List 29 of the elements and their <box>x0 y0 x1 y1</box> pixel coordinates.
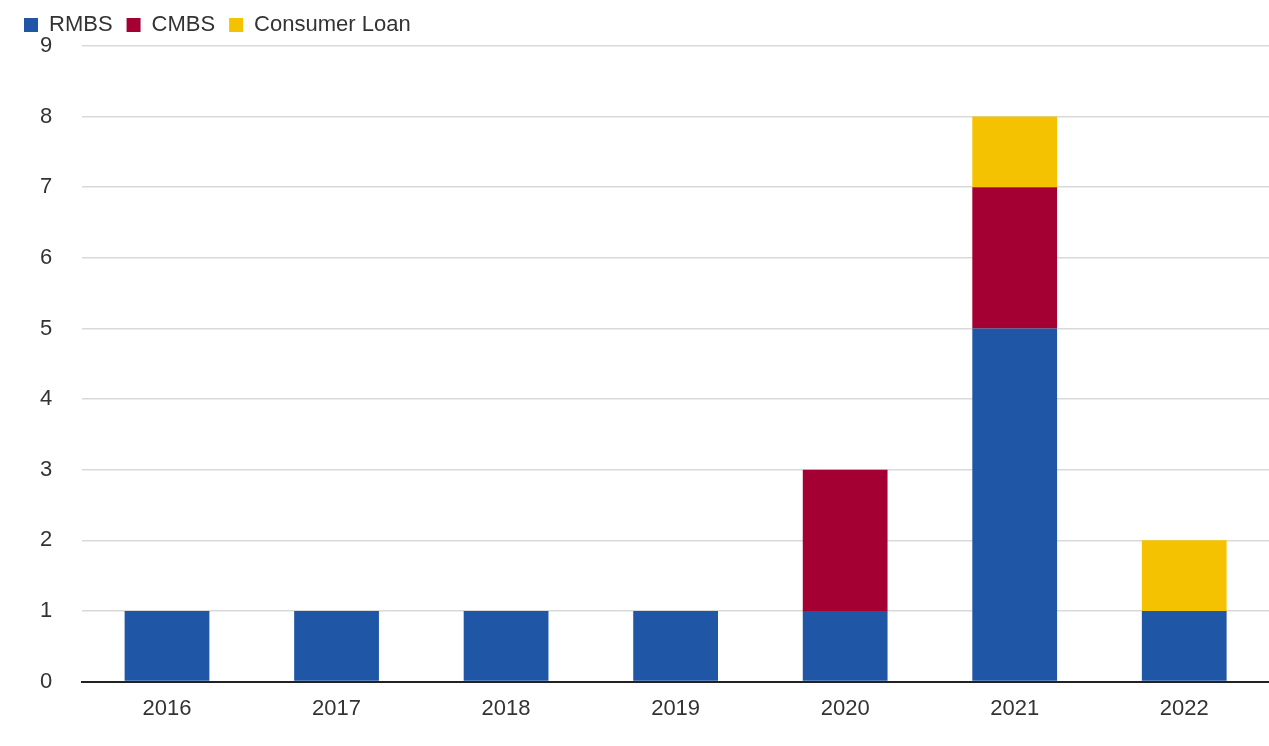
bar <box>1141 610 1227 681</box>
x-tick-label: 2022 <box>1159 694 1209 720</box>
x-tick-label: 2016 <box>142 694 192 720</box>
y-tick-label: 4 <box>39 385 53 411</box>
x-tick-label: 2018 <box>481 694 531 720</box>
y-tick-label: 0 <box>39 667 53 693</box>
y-tick-label: 5 <box>39 314 53 340</box>
y-tick-label: 1 <box>39 597 53 623</box>
y-tick-label: 6 <box>39 243 53 269</box>
x-tick-label: 2020 <box>820 694 870 720</box>
x-tick-label: 2021 <box>990 694 1040 720</box>
bar <box>1141 540 1227 611</box>
bar <box>294 610 379 681</box>
x-tick-label: 2017 <box>312 694 362 720</box>
legend-label: CMBS <box>151 11 216 37</box>
bar <box>124 610 210 681</box>
bar <box>633 610 718 681</box>
legend-label: Consumer Loan <box>254 11 411 37</box>
x-tick-label: 2019 <box>651 694 701 720</box>
y-tick-label: 2 <box>39 526 53 552</box>
bar <box>972 116 1058 188</box>
y-tick-label: 3 <box>39 455 53 481</box>
bar <box>802 610 888 681</box>
bar <box>972 328 1058 681</box>
y-tick-label: 7 <box>39 173 53 199</box>
bar <box>802 469 888 611</box>
bar <box>463 610 549 681</box>
y-tick-label: 8 <box>39 102 53 128</box>
bar <box>972 187 1058 329</box>
